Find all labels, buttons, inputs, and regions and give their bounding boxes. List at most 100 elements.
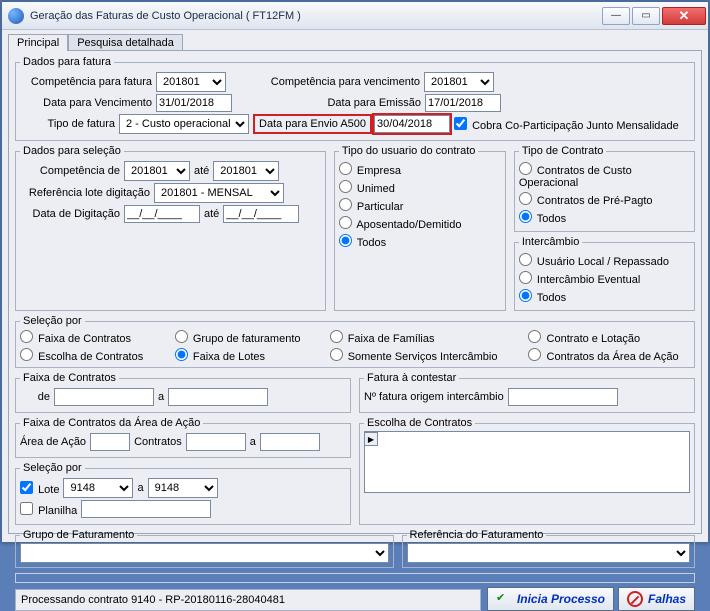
- radio-tc-pre[interactable]: Contratos de Pré-Pagto: [519, 191, 653, 207]
- select-comp-ate[interactable]: 201801: [213, 161, 279, 181]
- label-comp-fatura: Competência para fatura: [20, 76, 152, 88]
- radio-tu-todos[interactable]: Todos: [339, 233, 386, 249]
- group-grupo-fat: Grupo de Faturamento: [15, 529, 394, 568]
- label-area-a: a: [250, 436, 256, 448]
- radio-sp-faixa-familias[interactable]: Faixa de Famílias: [330, 329, 521, 345]
- check-planilha[interactable]: Planilha: [20, 501, 77, 517]
- label-ate2: até: [204, 208, 219, 220]
- window-title: Geração das Faturas de Custo Operacional…: [30, 10, 602, 22]
- legend-grupo-fat: Grupo de Faturamento: [20, 529, 137, 541]
- group-fatura-contestar: Fatura à contestar Nº fatura origem inte…: [359, 372, 695, 413]
- button-inicia-processo[interactable]: ✔ Inicia Processo: [487, 587, 614, 611]
- select-ref-lote[interactable]: 201801 - MENSAL: [154, 183, 284, 203]
- input-fc-de[interactable]: [54, 388, 154, 406]
- close-button[interactable]: ✕: [662, 7, 706, 25]
- group-intercambio: Intercâmbio Usuário Local / Repassado In…: [514, 236, 695, 311]
- label-comp-venc: Competência para vencimento: [230, 76, 420, 88]
- label-area: Área de Ação: [20, 436, 86, 448]
- select-comp-venc[interactable]: 201801: [424, 72, 494, 92]
- legend-ref-fat: Referência do Faturamento: [407, 529, 547, 541]
- group-selecao-por2: Seleção por Lote 9148 a 9148 Planilha: [15, 462, 351, 525]
- radio-sp-faixa-lotes[interactable]: Faixa de Lotes: [175, 347, 322, 363]
- radio-int-todos[interactable]: Todos: [519, 288, 566, 304]
- tab-pesquisa[interactable]: Pesquisa detalhada: [68, 34, 183, 51]
- input-nf-origem[interactable]: [508, 388, 618, 406]
- label-data-a500: Data para Envio A500: [255, 116, 370, 132]
- radio-unimed[interactable]: Unimed: [339, 179, 395, 195]
- select-ref-fat[interactable]: [407, 543, 690, 563]
- group-dados-fatura: Dados para fatura Competência para fatur…: [15, 56, 695, 141]
- select-lote1[interactable]: 9148: [63, 478, 133, 498]
- input-area-c2[interactable]: [260, 433, 320, 451]
- group-dados-selecao: Dados para seleção Competência de 201801…: [15, 145, 326, 311]
- select-comp-fatura[interactable]: 201801: [156, 72, 226, 92]
- legend-escolha-contratos: Escolha de Contratos: [364, 417, 475, 429]
- legend-faixa-area: Faixa de Contratos da Área de Ação: [20, 417, 203, 429]
- radio-sp-grupo-fat[interactable]: Grupo de faturamento: [175, 329, 322, 345]
- label-nf-origem: Nº fatura origem intercâmbio: [364, 391, 504, 403]
- radio-tc-todos[interactable]: Todos: [519, 209, 566, 225]
- input-area[interactable]: [90, 433, 130, 451]
- label-comp-de: Competência de: [20, 165, 120, 177]
- radio-empresa[interactable]: Empresa: [339, 161, 401, 177]
- check-lote[interactable]: Lote: [20, 480, 59, 496]
- label-ref-lote: Referência lote digitação: [20, 187, 150, 199]
- app-icon: [8, 8, 24, 24]
- group-ref-fat: Referência do Faturamento: [402, 529, 695, 568]
- radio-tc-custo[interactable]: Contratos de Custo Operacional: [519, 161, 690, 189]
- select-comp-de[interactable]: 201801: [124, 161, 190, 181]
- check-icon: ✔: [496, 591, 512, 607]
- tab-principal[interactable]: Principal: [8, 34, 68, 51]
- label-fc-a: a: [158, 391, 164, 403]
- divider: [15, 573, 695, 583]
- group-selecao-por: Seleção por Faixa de Contratos Grupo de …: [15, 315, 695, 368]
- radio-int-local[interactable]: Usuário Local / Repassado: [519, 252, 669, 268]
- input-planilha[interactable]: [81, 500, 211, 518]
- input-data-digit1[interactable]: [124, 205, 200, 223]
- titlebar[interactable]: Geração das Faturas de Custo Operacional…: [2, 2, 708, 30]
- label-data-emissao: Data para Emissão: [236, 97, 421, 109]
- input-data-venc[interactable]: [156, 94, 232, 112]
- main-window: Geração das Faturas de Custo Operacional…: [1, 1, 709, 543]
- input-data-digit2[interactable]: [223, 205, 299, 223]
- legend-dados-selecao: Dados para seleção: [20, 145, 124, 157]
- radio-sp-area-acao[interactable]: Contratos da Área de Ação: [528, 347, 690, 363]
- maximize-button[interactable]: ▭: [632, 7, 660, 25]
- group-tipo-usuario: Tipo do usuario do contrato Empresa Unim…: [334, 145, 506, 311]
- input-fc-a[interactable]: [168, 388, 268, 406]
- checkbox-cobra[interactable]: [454, 117, 467, 130]
- select-tipo-fatura[interactable]: 2 - Custo operacional: [119, 114, 249, 134]
- legend-faixa-contratos: Faixa de Contratos: [20, 372, 119, 384]
- select-grupo-fat[interactable]: [20, 543, 389, 563]
- group-faixa-contratos: Faixa de Contratos de a: [15, 372, 351, 413]
- label-fc-de: de: [20, 391, 50, 403]
- label-data-venc: Data para Vencimento: [20, 97, 152, 109]
- label-area-contratos: Contratos: [134, 436, 182, 448]
- radio-sp-contrato-lot[interactable]: Contrato e Lotação: [528, 329, 690, 345]
- legend-fatura-contestar: Fatura à contestar: [364, 372, 459, 384]
- group-escolha-contratos: Escolha de Contratos: [359, 417, 695, 525]
- radio-sp-somente-inter[interactable]: Somente Serviços Intercâmbio: [330, 347, 521, 363]
- minimize-button[interactable]: —: [602, 7, 630, 25]
- legend-tipo-usuario: Tipo do usuario do contrato: [339, 145, 479, 157]
- group-faixa-area: Faixa de Contratos da Área de Ação Área …: [15, 417, 351, 458]
- legend-intercambio: Intercâmbio: [519, 236, 582, 248]
- radio-particular[interactable]: Particular: [339, 197, 404, 213]
- legend-selecao-por: Seleção por: [20, 315, 85, 327]
- radio-sp-faixa-contratos[interactable]: Faixa de Contratos: [20, 329, 167, 345]
- radio-int-eventual[interactable]: Intercâmbio Eventual: [519, 270, 640, 286]
- radio-aposentado[interactable]: Aposentado/Demitido: [339, 215, 462, 231]
- radio-sp-escolha[interactable]: Escolha de Contratos: [20, 347, 167, 363]
- status-text: Processando contrato 9140 - RP-20180116-…: [21, 594, 285, 606]
- input-data-emissao[interactable]: [425, 94, 501, 112]
- input-data-a500[interactable]: [374, 115, 450, 133]
- group-tipo-contrato: Tipo de Contrato Contratos de Custo Oper…: [514, 145, 695, 232]
- button-falhas[interactable]: Falhas: [618, 587, 695, 611]
- tab-content: Dados para fatura Competência para fatur…: [8, 50, 702, 534]
- status-bar: Processando contrato 9140 - RP-20180116-…: [15, 589, 481, 611]
- listbox-escolha[interactable]: [364, 431, 690, 493]
- checkbox-cobra-wrap[interactable]: Cobra Co-Participação Junto Mensalidade: [454, 116, 679, 132]
- select-lote2[interactable]: 9148: [148, 478, 218, 498]
- input-area-c1[interactable]: [186, 433, 246, 451]
- legend-tipo-contrato: Tipo de Contrato: [519, 145, 607, 157]
